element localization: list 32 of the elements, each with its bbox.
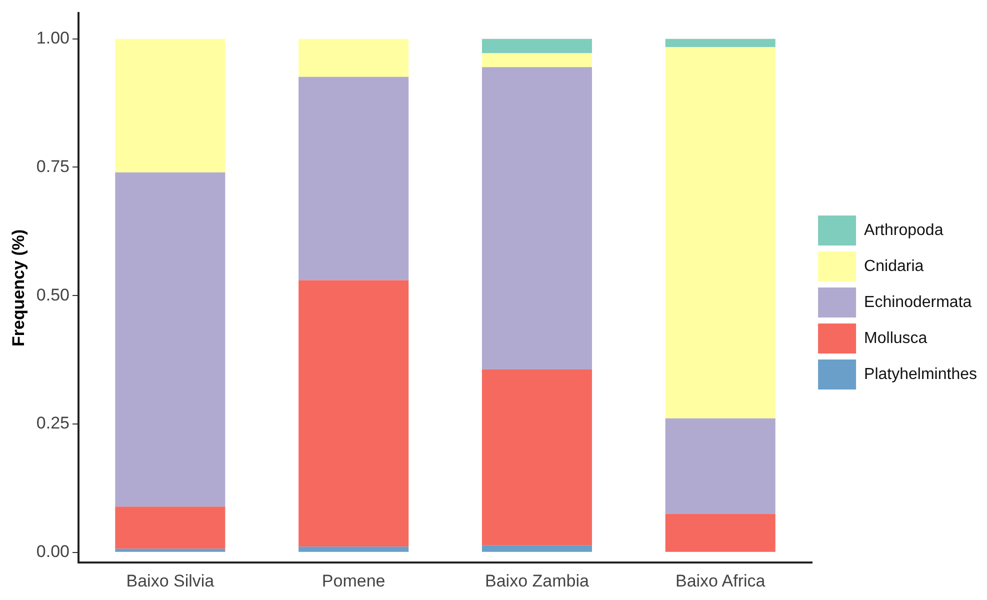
bar — [115, 38, 226, 172]
y-tick-label: 0.00 — [36, 542, 70, 562]
bar — [298, 38, 409, 77]
y-tick-label: 0.75 — [36, 156, 70, 176]
bar — [298, 280, 409, 547]
legend-label: Platyhelminthes — [864, 366, 978, 383]
bar — [665, 47, 776, 418]
bar — [665, 418, 776, 514]
bar — [115, 506, 226, 549]
legend-label: Arthropoda — [864, 222, 944, 239]
bar — [482, 38, 592, 54]
bar — [115, 548, 226, 552]
y-tick-label: 0.25 — [36, 414, 70, 433]
bar — [665, 514, 776, 552]
bar — [482, 545, 592, 552]
bar — [115, 172, 226, 507]
bar — [482, 370, 592, 546]
bar — [665, 38, 776, 48]
x-tick-label: Baixo Zambia — [485, 571, 590, 590]
legend-label: Cnidaria — [864, 258, 924, 275]
y-tick-label: 0.50 — [36, 285, 70, 304]
bar — [482, 53, 592, 68]
bar — [298, 546, 409, 552]
bar — [298, 76, 409, 280]
legend-label: Echinodermata — [864, 294, 972, 311]
x-tick-label: Baixo Africa — [675, 571, 766, 590]
y-tick-label: 1.00 — [36, 28, 70, 48]
bar — [482, 67, 592, 370]
x-tick-label: Baixo Silvia — [126, 571, 215, 590]
y-axis-title: Frequency (%) — [8, 229, 28, 346]
legend-label: Mollusca — [864, 330, 928, 347]
x-tick-label: Pomene — [322, 571, 386, 590]
